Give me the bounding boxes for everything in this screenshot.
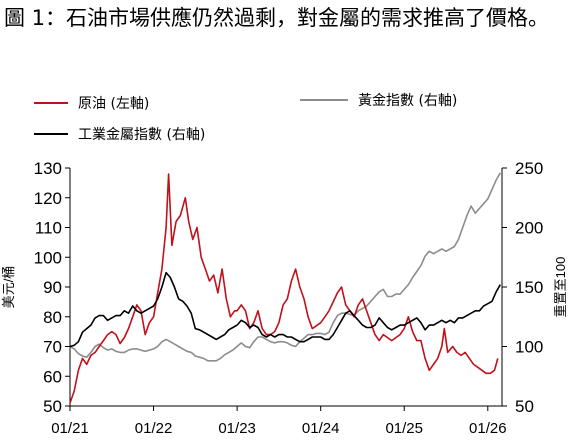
legend-swatch-crude-oil — [34, 102, 68, 104]
y-left-tick-label: 60 — [43, 367, 62, 386]
y-axis-right-title: 重置至100 — [553, 257, 568, 318]
x-tick-label: 01/25 — [385, 420, 423, 437]
chart-title: 圖 1：石油市場供應仍然過剩，對金屬的需求推高了價格。 — [4, 6, 550, 30]
y-left-tick-label: 130 — [34, 159, 62, 178]
series-line-crude-oil — [69, 173, 499, 404]
x-tick-label: 01/23 — [218, 420, 256, 437]
y-left-tick-label: 100 — [34, 248, 62, 267]
y-right-tick-label: 200 — [515, 219, 543, 238]
series-line-industrial-metals-index — [69, 271, 501, 348]
legend-item-crude-oil: 原油 (左軸) — [34, 93, 149, 113]
legend-swatch-gold-index — [300, 99, 348, 101]
y-left-tick-label: 50 — [43, 397, 62, 416]
legend-item-gold-index: 黃金指數 (右軸) — [300, 90, 457, 110]
legend-label-crude-oil: 原油 (左軸) — [78, 96, 150, 112]
x-tick-label: 01/24 — [302, 420, 340, 437]
series-line-gold-index — [69, 172, 501, 362]
y-left-tick-label: 80 — [43, 308, 62, 327]
legend-label-gold-index: 黃金指數 (右軸) — [358, 93, 458, 109]
y-right-tick-label: 150 — [515, 278, 543, 297]
x-tick-label: 01/26 — [469, 420, 507, 437]
y-right-tick-label: 250 — [515, 159, 543, 178]
y-axis-left-title: 美元/桶 — [1, 266, 16, 309]
y-right-tick-label: 100 — [515, 338, 543, 357]
y-left-tick-label: 90 — [43, 278, 62, 297]
legend-item-industrial-metals-index: 工業金屬指數 (右軸) — [34, 124, 205, 144]
legend-label-industrial-metals-index: 工業金屬指數 (右軸) — [78, 127, 206, 143]
x-tick-label: 01/22 — [135, 420, 173, 437]
legend-swatch-industrial-metals-index — [34, 133, 68, 135]
y-left-tick-label: 120 — [34, 189, 62, 208]
y-left-tick-label: 110 — [35, 219, 62, 238]
x-tick-label: 01/21 — [51, 420, 89, 437]
y-left-tick-label: 70 — [43, 338, 62, 357]
y-right-tick-label: 50 — [515, 397, 534, 416]
